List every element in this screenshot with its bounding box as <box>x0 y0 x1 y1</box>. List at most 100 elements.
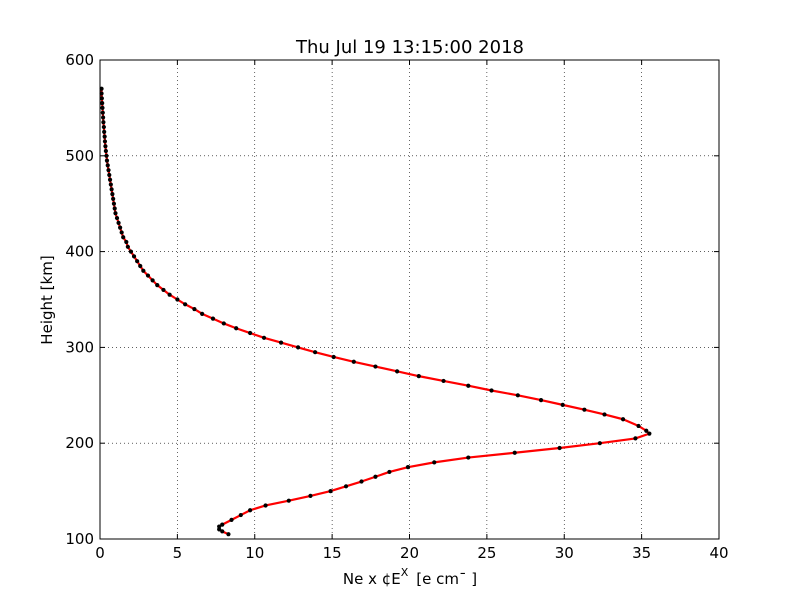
x-tick-label: 25 <box>477 544 496 562</box>
y-tick-label: 600 <box>65 51 94 69</box>
data-point <box>128 249 134 254</box>
y-tick-label: 400 <box>65 243 94 261</box>
data-point <box>101 120 106 125</box>
data-point <box>210 316 216 321</box>
data-point <box>226 532 231 537</box>
tick-layer: 0 5 10 15 20 25 30 35 40 100 200 300 400 500 600 <box>65 51 728 562</box>
data-point <box>106 168 111 173</box>
data-point <box>183 302 188 307</box>
data-point <box>217 524 222 529</box>
data-point <box>102 134 107 139</box>
data-point <box>217 527 222 532</box>
data-point <box>248 330 253 336</box>
data-point <box>220 529 225 534</box>
data-point <box>99 96 104 101</box>
data-point <box>515 393 520 398</box>
data-point <box>108 182 113 187</box>
data-point <box>229 517 234 522</box>
data-point <box>135 259 140 264</box>
data-point <box>125 244 130 249</box>
data-point <box>512 450 517 455</box>
data-point <box>107 172 112 178</box>
data-point <box>103 144 108 149</box>
data-point <box>441 378 446 384</box>
data-point <box>331 354 336 360</box>
data-point <box>103 148 108 154</box>
y-tick-label: 100 <box>65 530 94 548</box>
x-axis-label-main: Ne x ¢E <box>343 570 401 588</box>
data-point <box>432 460 437 465</box>
data-point <box>387 469 392 475</box>
plot-layer <box>99 86 652 537</box>
data-point <box>105 163 110 168</box>
x-tick-label: 5 <box>173 544 183 562</box>
data-point <box>100 105 105 110</box>
data-point <box>602 412 607 417</box>
data-point <box>104 158 110 163</box>
data-point <box>557 445 562 451</box>
data-point <box>489 388 494 393</box>
data-point <box>100 101 105 106</box>
data-point <box>124 239 129 245</box>
data-point <box>308 493 313 498</box>
data-point <box>359 479 364 484</box>
data-point <box>138 263 143 269</box>
data-point <box>538 397 544 403</box>
data-point <box>373 474 378 479</box>
data-point <box>636 423 641 429</box>
x-tick-label: 35 <box>632 544 651 562</box>
data-point <box>416 374 421 379</box>
data-point <box>597 441 602 446</box>
x-axis-label: Ne x ¢EX [e cm¯ ] <box>343 566 477 588</box>
data-point <box>278 340 284 345</box>
data-point <box>647 431 652 436</box>
data-point <box>620 417 626 422</box>
data-point <box>101 124 106 130</box>
data-point <box>373 364 378 369</box>
data-point <box>107 177 113 182</box>
data-point <box>102 129 107 134</box>
data-point <box>161 287 166 293</box>
data-point <box>111 201 117 206</box>
data-point <box>167 292 172 297</box>
data-point <box>155 283 160 288</box>
data-point <box>131 254 137 259</box>
data-point <box>119 230 124 235</box>
x-axis-label-superscript: X <box>401 566 409 579</box>
data-point <box>466 383 471 388</box>
data-point <box>295 345 301 350</box>
data-point <box>286 498 291 503</box>
data-point <box>582 407 587 412</box>
data-point <box>560 402 565 407</box>
data-point <box>114 215 120 221</box>
data-point <box>633 436 638 441</box>
y-tick-label: 500 <box>65 147 94 165</box>
y-tick-label: 300 <box>65 338 94 356</box>
x-axis-label-unit: [e cm¯ ] <box>416 570 477 588</box>
data-point <box>118 225 123 230</box>
data-point <box>248 508 253 513</box>
data-point <box>395 369 400 374</box>
data-point <box>644 428 649 433</box>
data-point <box>220 522 225 527</box>
data-point <box>221 321 226 326</box>
x-tick-label: 20 <box>400 544 419 562</box>
data-point <box>351 359 356 364</box>
y-tick-label: 200 <box>65 434 94 452</box>
data-point <box>328 489 333 494</box>
data-point <box>261 335 267 340</box>
data-point <box>111 196 116 202</box>
data-point <box>116 220 121 225</box>
x-tick-label: 15 <box>323 544 342 562</box>
data-point <box>102 139 108 144</box>
data-point <box>150 278 155 283</box>
x-tick-label: 10 <box>245 544 264 562</box>
chart-title: Thu Jul 19 13:15:00 2018 <box>295 37 524 58</box>
x-tick-label: 0 <box>95 544 105 562</box>
data-point <box>121 235 126 240</box>
data-point <box>466 455 471 460</box>
data-point <box>175 297 180 302</box>
x-tick-label: 40 <box>709 544 728 562</box>
